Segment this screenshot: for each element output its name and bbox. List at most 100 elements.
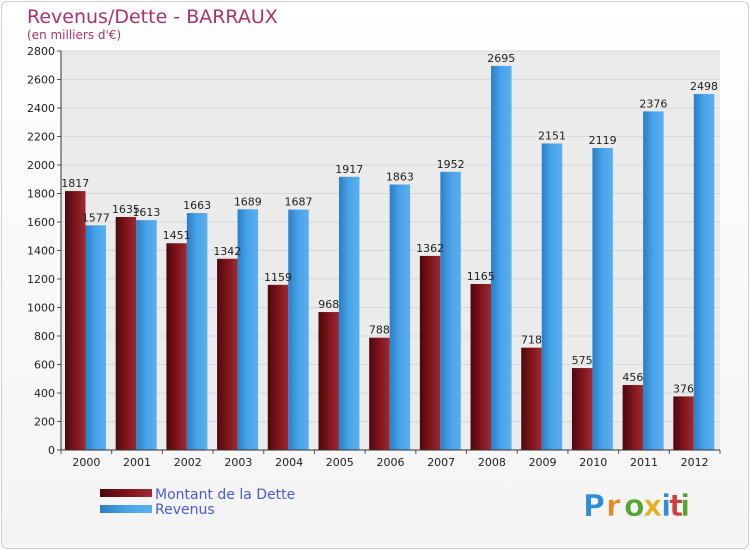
bar-debt [521, 347, 542, 450]
value-label-debt: 456 [622, 371, 643, 384]
value-label-revenue: 1917 [335, 163, 363, 176]
x-tick-label: 2006 [377, 456, 405, 469]
value-label-debt: 376 [673, 382, 694, 395]
value-label-debt: 1362 [416, 242, 444, 255]
value-label-revenue: 2376 [639, 97, 667, 110]
logo-letter: r [606, 489, 621, 524]
bar-revenue [186, 213, 208, 450]
legend: Montant de la Dette Revenus [100, 487, 295, 518]
value-label-revenue: 1613 [132, 206, 160, 219]
bar-debt [622, 385, 644, 450]
value-label-debt: 575 [572, 354, 593, 367]
x-tick-label: 2010 [579, 456, 607, 469]
y-tick-label: 1000 [27, 302, 55, 315]
logo-letter: o [624, 489, 645, 524]
bar-debt [571, 368, 593, 450]
y-axis-ticks: 0 200 400 600 800 1000 1200 1400 1600 1800 2000 220… [27, 45, 61, 457]
bar-revenue [136, 220, 157, 450]
y-tick-label: 0 [48, 444, 55, 457]
x-tick-label: 2009 [529, 456, 557, 469]
bar-revenue [592, 148, 613, 451]
x-tick-label: 2003 [224, 456, 252, 469]
bar-revenue [85, 225, 106, 450]
x-axis-ticks: 2000 2001 2002 2003 2004 2005 2006 2007 2008 2009… [60, 450, 721, 469]
chart-subtitle: (en milliers d'€) [27, 28, 121, 42]
y-tick-label: 1800 [27, 188, 55, 201]
bars [65, 65, 715, 451]
value-label-revenue: 1952 [437, 158, 465, 171]
x-tick-label: 2005 [326, 456, 354, 469]
legend-swatch-debt [100, 489, 152, 497]
logo-letter: i [661, 489, 671, 524]
logo-letter: i [680, 489, 690, 524]
bar-revenue [389, 184, 411, 450]
bar-debt [115, 217, 137, 450]
bar-debt [267, 284, 289, 450]
bar-revenue [237, 209, 259, 450]
value-label-revenue: 2695 [487, 52, 515, 65]
y-tick-label: 400 [34, 387, 55, 400]
bar-debt [673, 396, 694, 450]
y-tick-label: 800 [34, 330, 55, 343]
bar-debt [419, 255, 441, 450]
value-label-revenue: 1689 [234, 195, 262, 208]
value-label-debt: 968 [318, 298, 339, 311]
y-tick-label: 2800 [27, 45, 55, 58]
value-label-revenue: 1863 [386, 171, 414, 184]
x-tick-label: 2008 [478, 456, 506, 469]
y-tick-label: 2400 [27, 102, 55, 115]
bar-debt [318, 312, 339, 450]
value-label-revenue: 2119 [589, 134, 617, 147]
bar-debt [166, 243, 187, 450]
legend-label-debt: Montant de la Dette [155, 487, 295, 503]
x-tick-label: 2000 [72, 456, 100, 469]
value-label-revenue: 2498 [690, 80, 718, 93]
x-tick-label: 2007 [427, 456, 455, 469]
bar-debt [470, 283, 492, 450]
legend-label-revenue: Revenus [155, 502, 215, 518]
bar-revenue [338, 176, 360, 450]
value-label-debt: 1159 [264, 271, 292, 284]
legend-swatch-revenue [100, 505, 152, 513]
bar-revenue [693, 94, 715, 450]
y-tick-label: 2000 [27, 159, 55, 172]
chart-title: Revenus/Dette - BARRAUX [27, 6, 278, 28]
bar-revenue [440, 171, 461, 450]
bar-debt [217, 258, 238, 450]
value-label-revenue: 1687 [285, 196, 313, 209]
value-label-debt: 1342 [213, 245, 241, 258]
value-label-debt: 1817 [61, 177, 89, 190]
y-tick-label: 600 [34, 359, 55, 372]
bar-debt [65, 191, 86, 450]
value-label-debt: 1635 [112, 203, 140, 216]
value-label-debt: 718 [521, 334, 542, 347]
x-tick-label: 2001 [123, 456, 151, 469]
x-tick-label: 2012 [681, 456, 709, 469]
value-label-debt: 1165 [467, 270, 495, 283]
bar-revenue [491, 65, 512, 451]
logo-letter: P [583, 489, 605, 524]
bar-revenue [643, 111, 664, 451]
y-tick-label: 200 [34, 416, 55, 429]
bar-revenue [541, 143, 563, 451]
y-tick-label: 1600 [27, 216, 55, 229]
y-tick-label: 1400 [27, 245, 55, 258]
y-tick-label: 2600 [27, 74, 55, 87]
value-label-revenue: 1663 [183, 199, 211, 212]
bar-revenue [288, 209, 309, 450]
y-tick-label: 2200 [27, 131, 55, 144]
x-tick-label: 2011 [630, 456, 658, 469]
x-tick-label: 2004 [275, 456, 303, 469]
value-label-debt: 1451 [163, 229, 191, 242]
value-label-debt: 788 [369, 324, 390, 337]
logo-letter: t [669, 489, 683, 524]
x-tick-label: 2002 [174, 456, 202, 469]
y-tick-label: 1200 [27, 273, 55, 286]
value-label-revenue: 2151 [538, 129, 566, 142]
bar-debt [369, 337, 390, 450]
value-label-revenue: 1577 [82, 211, 110, 224]
logo-letter: x [643, 489, 662, 524]
